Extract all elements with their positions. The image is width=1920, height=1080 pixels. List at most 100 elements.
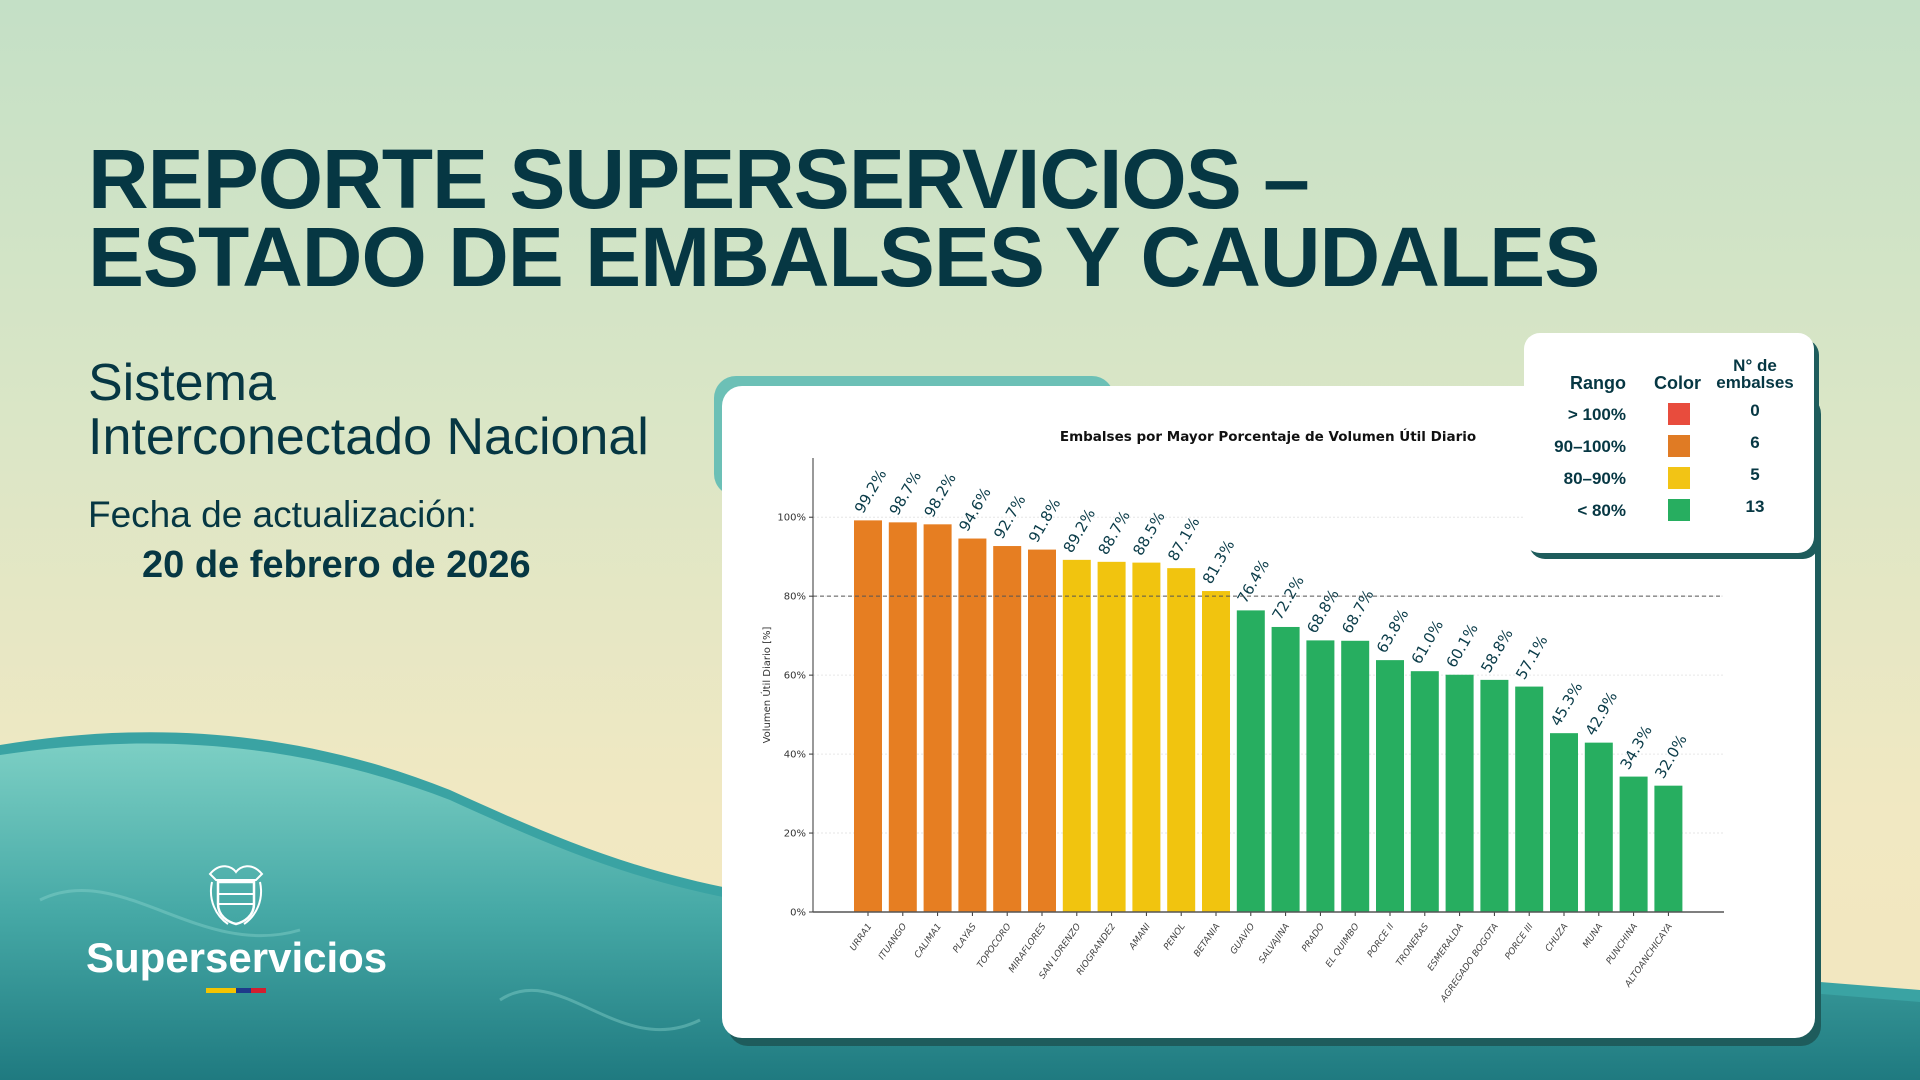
bar — [1515, 686, 1544, 912]
data-label: 60.1% — [1442, 620, 1481, 670]
x-tick-label: PLAYAS — [952, 922, 979, 955]
x-tick-label: TOPOCORO — [976, 922, 1014, 970]
data-label: 45.3% — [1547, 679, 1586, 729]
data-label: 72.2% — [1268, 573, 1307, 623]
logo-text: Superservicios — [86, 934, 388, 981]
title-line-2: ESTADO DE EMBALSES Y CAUDALES — [88, 210, 1600, 304]
bar — [1341, 640, 1370, 912]
flag-red — [251, 988, 266, 993]
data-label: 91.8% — [1025, 495, 1064, 545]
legend-count: 5 — [1750, 465, 1760, 484]
legend-color-swatch — [1668, 435, 1690, 457]
x-tick-label: AMANI — [1127, 922, 1153, 953]
legend-count: 6 — [1750, 433, 1760, 452]
y-tick-label: 80% — [784, 592, 806, 603]
data-label: 68.8% — [1303, 586, 1342, 636]
bar — [1271, 626, 1300, 912]
legend-range: < 80% — [1577, 501, 1626, 520]
data-label: 68.7% — [1338, 587, 1377, 637]
page-title: REPORTE SUPERSERVICIOS – ESTADO DE EMBAL… — [88, 132, 1600, 304]
bar — [1376, 660, 1404, 912]
bar — [1236, 610, 1265, 912]
x-tick-label: URRA1 — [848, 922, 874, 953]
bar — [1619, 776, 1648, 912]
data-label: 81.3% — [1199, 537, 1238, 587]
legend-color-swatch — [1668, 403, 1690, 425]
bar — [958, 538, 987, 912]
legend-header-color: Color — [1654, 373, 1701, 393]
x-tick-label: PRADO — [1300, 922, 1326, 954]
title-line-1: REPORTE SUPERSERVICIOS – — [88, 132, 1310, 226]
y-tick-label: 40% — [784, 750, 806, 761]
flag-blue — [236, 988, 251, 993]
x-tick-label: ITUANGO — [877, 922, 909, 962]
subtitle-line-2: Interconectado Nacional — [88, 408, 649, 466]
legend-range: 80–90% — [1563, 469, 1626, 488]
y-tick-label: 60% — [784, 671, 806, 682]
bar — [1550, 733, 1578, 912]
bar — [1097, 561, 1126, 912]
data-label: 89.2% — [1060, 506, 1099, 556]
coat-of-arms-icon — [208, 865, 264, 926]
x-tick-label: GUAVIO — [1229, 922, 1257, 957]
chart-title: Embalses por Mayor Porcentaje de Volumen… — [1060, 427, 1476, 445]
bar — [1654, 785, 1683, 912]
data-label: 76.4% — [1234, 556, 1273, 606]
flag-stripe — [86, 988, 386, 993]
data-label: 63.8% — [1373, 606, 1412, 656]
data-label: 99.2% — [851, 466, 890, 516]
data-label: 61.0% — [1408, 617, 1447, 667]
x-tick-label: ESMERALDA — [1426, 922, 1466, 973]
y-tick-label: 20% — [784, 829, 806, 840]
x-tick-label: SALVAJINA — [1257, 922, 1292, 966]
legend-range: 90–100% — [1554, 437, 1626, 456]
legend-table: Rango Color N° de embalses > 100% 0 90–10… — [1524, 333, 1814, 553]
data-label: 94.6% — [955, 484, 994, 534]
bar — [1584, 742, 1613, 912]
legend-color-swatch — [1668, 467, 1690, 489]
data-label: 42.9% — [1582, 688, 1621, 738]
bar — [1306, 640, 1335, 912]
legend-color-swatch — [1668, 499, 1690, 521]
legend-header-count: N° de embalses — [1710, 357, 1800, 391]
data-label: 58.8% — [1477, 626, 1516, 676]
y-axis-label: Volumen Útil Diario [%] — [760, 627, 773, 744]
data-label: 34.3% — [1616, 722, 1655, 772]
legend-header-range: Rango — [1570, 373, 1626, 393]
subtitle-line-1: Sistema — [88, 354, 276, 412]
x-tick-label: PENOL — [1162, 922, 1187, 952]
bar — [1410, 671, 1439, 912]
data-label: 98.7% — [886, 468, 925, 518]
data-label: 98.2% — [920, 470, 959, 520]
x-tick-label: AGREGADO BOGOTA — [1439, 922, 1501, 1005]
update-date: 20 de febrero de 2026 — [142, 544, 531, 586]
x-tick-label: EL QUIMBO — [1324, 922, 1361, 969]
bar — [1132, 562, 1161, 912]
x-tick-label: PORCE III — [1504, 922, 1536, 962]
bar — [1202, 591, 1230, 912]
bar — [1445, 674, 1474, 912]
legend-count: 13 — [1745, 497, 1765, 516]
bar — [1028, 549, 1056, 912]
bar — [854, 520, 882, 912]
update-label: Fecha de actualización: — [88, 494, 477, 535]
bar — [1062, 559, 1091, 912]
bar — [993, 546, 1022, 912]
y-tick-label: 0% — [790, 908, 806, 919]
data-label: 87.1% — [1164, 514, 1203, 564]
x-tick-label: MIRAFLORES — [1007, 922, 1048, 975]
legend-header-count-line1: N° de — [1733, 356, 1777, 375]
legend-count: 0 — [1750, 401, 1760, 420]
y-tick-label: 100% — [777, 513, 806, 524]
bar — [1480, 679, 1509, 912]
flag-yellow — [206, 988, 236, 993]
x-tick-label: TRONERAS — [1395, 922, 1432, 968]
x-tick-label: BETANIA — [1192, 922, 1222, 959]
data-label: 88.5% — [1129, 508, 1168, 558]
bar — [1167, 568, 1196, 912]
legend-header-count-line2: embalses — [1716, 373, 1794, 392]
legend-range: > 100% — [1567, 405, 1626, 424]
x-tick-label: PORCE II — [1366, 922, 1397, 960]
data-label: 88.7% — [1094, 508, 1133, 558]
